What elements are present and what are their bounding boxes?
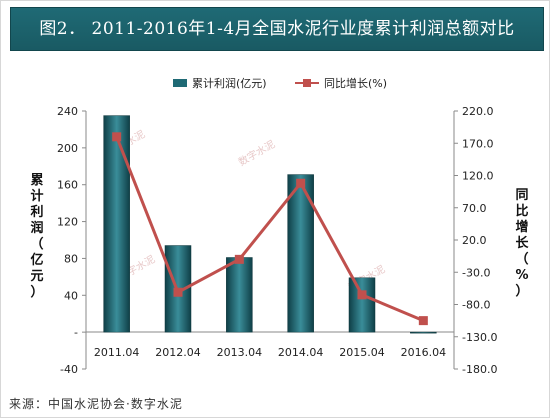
y-left-tick-label: 40 — [64, 289, 78, 302]
axis-title-char: 同 — [515, 188, 528, 203]
y-left-tick-label: 120 — [57, 216, 78, 229]
y-left-tick-label: - — [74, 326, 78, 339]
axis-title-char: （ — [515, 251, 528, 267]
chart-title: 图2． 2011-2016年1-4月全国水泥行业度累计利润总额对比 — [10, 7, 544, 51]
x-tick-label: 2016.04 — [401, 346, 447, 359]
axis-title-char: 累 — [30, 172, 43, 188]
source-note: 来源：中国水泥协会·数字水泥 — [9, 397, 183, 411]
y-right-tick-label: 20.0 — [462, 234, 487, 247]
growth-point-2014.04 — [296, 178, 306, 188]
y-axis-left-label: 累计利润（亿元） — [30, 172, 43, 300]
x-tick-label: 2011.04 — [94, 346, 140, 359]
legend: 累计利润(亿元) 同比增长(%) — [173, 76, 387, 90]
y-right-tick-label: -30.0 — [462, 266, 490, 279]
y-right-tick-label: 220.0 — [462, 105, 494, 118]
y-left-tick-label: 80 — [64, 252, 78, 265]
axis-title-char: （ — [30, 236, 43, 252]
bar-2016.04 — [410, 331, 437, 334]
axis-title-char: ） — [515, 283, 528, 299]
y-left-tick-label: 200 — [57, 142, 78, 155]
axis-title-char: 长 — [515, 235, 529, 251]
legend-label-profit: 累计利润(亿元) — [192, 76, 267, 90]
y-right-tick-label: 120.0 — [462, 170, 494, 183]
growth-point-2011.04 — [112, 132, 122, 142]
axis-title-char: 元 — [30, 269, 43, 284]
x-tick-label: 2015.04 — [339, 346, 385, 359]
legend-label-growth: 同比增长(%) — [324, 76, 387, 90]
x-tick-label: 2012.04 — [155, 346, 201, 359]
y-right-tick-label: 70.0 — [462, 202, 487, 215]
legend-swatch-bar — [173, 79, 187, 87]
axis-title-char: 利 — [30, 204, 43, 220]
x-axis-tick-labels: 2011.04 2012.04 2013.04 2014.04 2015.04 2016.… — [94, 346, 446, 359]
growth-point-2016.04 — [418, 316, 428, 326]
y-right-tick-label: -80.0 — [462, 299, 490, 312]
y-right-tick-label: -180.0 — [462, 363, 497, 376]
axis-title-char: ） — [30, 284, 43, 300]
y-right-tick-label: -130.0 — [462, 331, 497, 344]
y-right-tick-label: 170.0 — [462, 137, 494, 150]
axis-title-char: 增 — [515, 219, 528, 235]
legend-swatch-marker — [303, 79, 311, 87]
axis-title-char: % — [515, 268, 528, 283]
x-tick-label: 2014.04 — [278, 346, 324, 359]
axis-title-char: 比 — [515, 203, 528, 219]
y-left-tick-label: 160 — [57, 179, 78, 192]
y-axis-right-ticks: -180.0 -130.0 -80.0 -30.0 20.0 70.0 120.0 170.0… — [454, 105, 497, 376]
line-series — [112, 132, 428, 326]
y-axis-right-label: 同比增长（%） — [515, 188, 529, 299]
axis-title-char: 亿 — [30, 252, 43, 268]
y-left-tick-label: 240 — [57, 105, 78, 118]
bar-2011.04 — [103, 115, 130, 333]
axis-title-char: 润 — [30, 220, 43, 236]
bar-2013.04 — [226, 257, 253, 333]
growth-point-2013.04 — [234, 254, 244, 264]
axis-title-char: 计 — [30, 188, 43, 204]
growth-point-2015.04 — [357, 290, 367, 300]
growth-line — [115, 136, 424, 323]
growth-point-2012.04 — [173, 287, 183, 297]
watermark-text: 数字水泥 — [236, 137, 277, 168]
bar-2015.04 — [348, 277, 376, 333]
x-tick-label: 2013.04 — [217, 346, 263, 359]
y-left-tick-label: -40 — [60, 363, 78, 376]
